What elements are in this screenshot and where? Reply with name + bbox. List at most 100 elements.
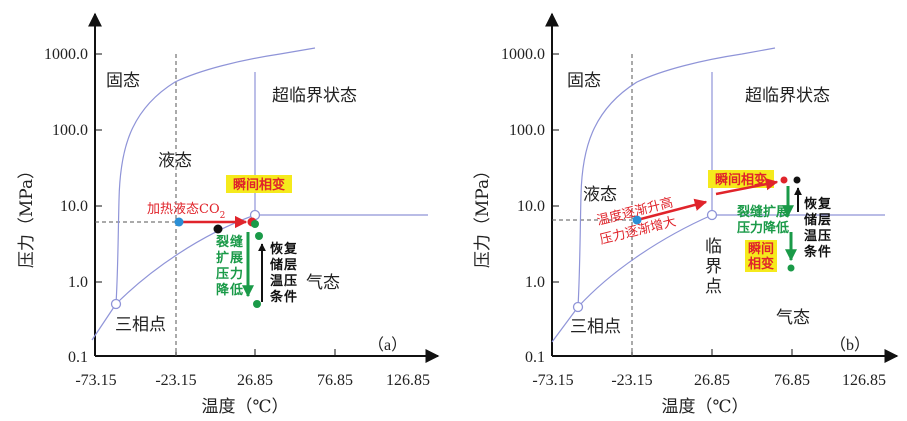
x-tick-label: 76.85	[317, 372, 353, 389]
crack-drop-label-line1: 裂缝扩展	[736, 204, 790, 220]
y-ticks: 1000.0 100.0 10.0 1.0 0.1	[44, 46, 102, 366]
highlight-box	[226, 175, 292, 193]
svg-text:展: 展	[230, 251, 244, 266]
y-tick-label: 100.0	[52, 122, 88, 139]
x-tick-label: -23.15	[155, 372, 196, 389]
supercritical-region-label: 超临界状态	[745, 86, 830, 106]
solid-region-label: 固态	[567, 71, 601, 91]
svg-text:低: 低	[229, 282, 243, 298]
svg-text:恢: 恢	[804, 196, 817, 212]
gas-region-label: 气态	[776, 308, 810, 328]
critical-point-label: 临 界 点	[705, 237, 722, 297]
x-tick-label: 26.85	[237, 372, 273, 389]
triple-point-marker	[110, 298, 122, 310]
svg-text:储: 储	[269, 257, 283, 273]
initial-state-point	[174, 217, 184, 227]
svg-text:复: 复	[283, 241, 298, 257]
y-tick-label: 0.1	[525, 349, 545, 366]
svg-text:界: 界	[705, 257, 722, 277]
svg-text:层: 层	[818, 213, 831, 228]
x-tick-label: -73.15	[75, 372, 116, 389]
svg-text:条: 条	[270, 289, 284, 305]
y-ticks: 1000.0 100.0 10.0 1.0 0.1	[501, 46, 559, 366]
x-tick-label: 76.85	[774, 372, 810, 389]
highlight-box	[708, 170, 774, 188]
x-tick-label: -23.15	[611, 372, 652, 389]
x-ticks: -73.15 -23.15 26.85 76.85 126.85	[532, 349, 886, 389]
phase-change-point	[780, 176, 788, 184]
recover-conditions-text: 恢 储 温 条 复 层 压 件	[269, 241, 298, 305]
recover-conditions-text: 恢 储 温 条 复 层 压 件	[803, 196, 832, 260]
liquid-region-label: 液态	[583, 185, 617, 205]
green-state-point	[251, 220, 259, 228]
solid-region-label: 固态	[106, 71, 140, 91]
crack-drop-text: 裂 扩 压 降 缝 展 力 低	[215, 234, 244, 298]
svg-text:降: 降	[216, 282, 230, 298]
panel-tag: （a）	[368, 336, 407, 354]
supercritical-region-label: 超临界状态	[272, 86, 357, 106]
sublimation-tail-curve	[551, 306, 579, 343]
y-tick-label: 10.0	[60, 198, 88, 215]
svg-text:临: 临	[705, 237, 722, 257]
svg-text:压: 压	[216, 267, 229, 282]
y-axis-title: 压力（MPa）	[17, 162, 37, 268]
x-tick-label: -73.15	[532, 372, 573, 389]
svg-text:压: 压	[818, 229, 831, 244]
panel-a: 1000.0 100.0 10.0 1.0 0.1 -73.15 -23.15 …	[17, 12, 440, 417]
vaporization-curve	[577, 214, 713, 308]
svg-text:裂: 裂	[215, 234, 230, 250]
crack-drop-label-line2: 压力降低	[737, 220, 789, 236]
final-state-point	[787, 264, 795, 272]
x-axis-title: 温度（℃）	[661, 397, 748, 417]
svg-text:点: 点	[705, 277, 722, 297]
green-state-point	[253, 300, 261, 308]
triple-point-label: 三相点	[570, 317, 621, 337]
svg-text:恢: 恢	[270, 241, 283, 257]
svg-text:温: 温	[270, 274, 283, 289]
svg-text:件: 件	[284, 289, 297, 305]
phase-change-arrow	[715, 178, 779, 196]
x-tick-label: 126.85	[842, 372, 886, 389]
svg-text:复: 复	[817, 196, 832, 212]
triple-point-marker	[572, 301, 584, 313]
instant-phase-change-label: 瞬间相变	[715, 172, 767, 188]
instant-label-line1: 瞬间	[748, 241, 774, 257]
highlight-box-small	[745, 240, 777, 272]
svg-text:条: 条	[804, 244, 818, 260]
svg-text:力: 力	[230, 266, 243, 282]
panel-tag: （b）	[830, 336, 870, 354]
svg-text:层: 层	[284, 258, 297, 273]
y-tick-label: 100.0	[509, 122, 545, 139]
instant-label-line2: 相变	[748, 256, 774, 272]
svg-text:温: 温	[804, 229, 817, 244]
gas-region-label: 气态	[306, 273, 340, 293]
heating-liquid-co2-label: 加热液态CO2	[147, 202, 225, 221]
y-tick-label: 1.0	[68, 274, 88, 291]
critical-point-marker	[706, 209, 718, 221]
instant-phase-change-label: 瞬间相变	[233, 177, 285, 193]
svg-text:缝: 缝	[230, 234, 243, 250]
sublimation-melting-curve	[577, 47, 776, 308]
x-tick-label: 126.85	[386, 372, 430, 389]
svg-text:件: 件	[818, 244, 831, 260]
svg-text:扩: 扩	[216, 250, 229, 266]
y-tick-label: 1.0	[525, 274, 545, 291]
y-tick-label: 1000.0	[44, 46, 88, 63]
x-tick-label: 26.85	[694, 372, 730, 389]
liquid-region-label: 液态	[158, 151, 192, 171]
reference-point	[213, 224, 223, 234]
y-axis-title: 压力（MPa）	[473, 162, 493, 268]
svg-text:压: 压	[284, 274, 297, 289]
y-tick-label: 0.1	[68, 349, 88, 366]
reference-point	[793, 176, 801, 184]
heating-arrow	[636, 198, 708, 222]
x-axis-title: 温度（℃）	[201, 397, 288, 417]
green-state-point	[255, 232, 263, 240]
svg-text:储: 储	[803, 212, 817, 228]
triple-point-label: 三相点	[115, 315, 166, 335]
y-tick-label: 1000.0	[501, 46, 545, 63]
panel-b: 1000.0 100.0 10.0 1.0 0.1 -73.15 -23.15 …	[473, 12, 899, 417]
y-tick-label: 10.0	[517, 198, 545, 215]
sublimation-tail-curve	[91, 303, 117, 341]
